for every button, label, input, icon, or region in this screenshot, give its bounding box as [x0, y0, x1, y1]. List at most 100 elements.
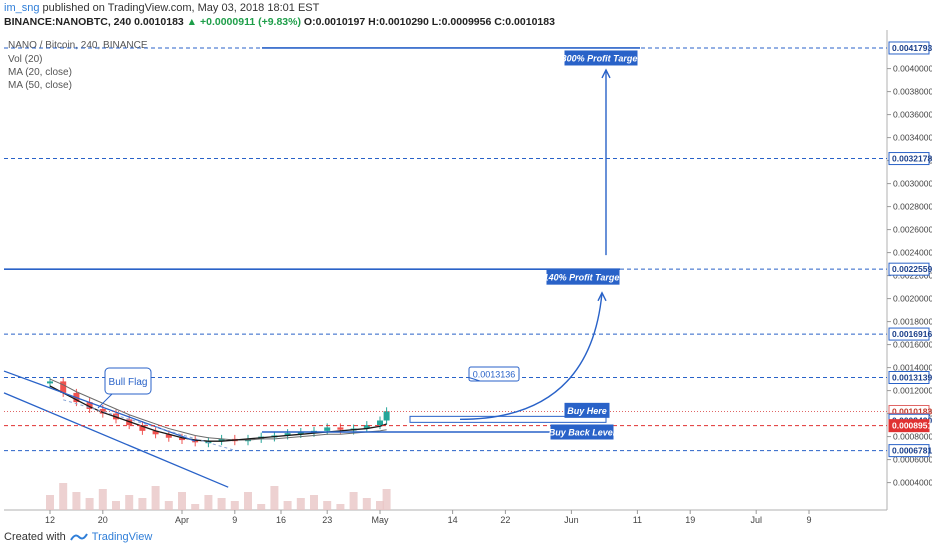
countdown-label: 58:19 — [888, 412, 930, 426]
price-callout-text: 0.0013136 — [473, 370, 516, 380]
candle-body — [363, 425, 370, 429]
annotation-300-target: 300% Profit Target — [562, 50, 641, 66]
candle-body — [113, 413, 119, 420]
volume-bar — [349, 492, 358, 510]
y-tick-label: 0.0022000 — [893, 271, 932, 281]
legend-volume: Vol (20) — [8, 54, 43, 65]
price-axis-label-box — [888, 152, 930, 166]
y-tick-label: 0.0034000 — [893, 133, 932, 143]
y-tick-label: 0.0036000 — [893, 110, 932, 120]
x-tick-label: 12 — [45, 515, 55, 525]
price-axis-label: 0.0041793 — [888, 41, 932, 55]
volume-bars — [46, 483, 391, 510]
volume-bar — [59, 483, 68, 510]
footer-created: Created with — [4, 531, 66, 543]
price-axis-label-text: 0.0006781 — [892, 446, 932, 456]
price-axis-label: 0.0013139 — [888, 371, 932, 385]
volume-bar — [178, 492, 186, 510]
y-tick-label: 0.0032000 — [893, 156, 932, 166]
annotation-price-callout: 0.0013136 — [468, 366, 520, 382]
price-axis-label-box — [888, 444, 930, 458]
buy-here-box — [409, 415, 607, 423]
y-tick-label: 0.0026000 — [893, 225, 932, 235]
candle-body — [165, 434, 172, 438]
annotation-140-target-box — [546, 269, 620, 285]
price-axis-label-text: 0.0016916 — [892, 329, 932, 339]
candle-body — [383, 411, 390, 421]
volume-bar — [323, 501, 332, 510]
volume-bar — [85, 498, 94, 510]
y-tick-label: 0.0010000 — [893, 409, 932, 419]
volume-bar — [138, 498, 147, 510]
volume-bar — [362, 498, 371, 510]
candle-body — [311, 430, 317, 433]
candle-body — [284, 433, 291, 436]
bull-flag-box — [104, 367, 152, 395]
volume-bar — [382, 489, 391, 510]
tradingview-logo-icon — [69, 533, 88, 541]
ma-price-label-box — [888, 413, 930, 427]
price-callout-pointer — [468, 377, 481, 382]
annotation-buy-back-text: Buy Back Level — [549, 428, 616, 438]
author-link[interactable]: im_sng — [4, 2, 40, 14]
volume-bar — [230, 501, 239, 510]
price-axis-label-box — [888, 327, 930, 341]
x-tick-label: Jun — [564, 515, 579, 525]
current-price-label-text: 0.0010183 — [892, 406, 932, 416]
volume-bar — [270, 486, 279, 510]
volume-bar — [310, 495, 318, 510]
volume-bar — [376, 501, 384, 510]
flag-lower-line — [3, 392, 229, 488]
candle-body — [337, 427, 344, 430]
candle-body — [60, 381, 67, 393]
legend-ma50: MA (50, close) — [8, 80, 72, 91]
y-tick-label: 0.0040000 — [893, 64, 932, 74]
y-tick-label: 0.0018000 — [893, 317, 932, 327]
footer: Created with TradingView — [4, 531, 152, 543]
volume-bar — [164, 501, 173, 510]
y-tick-label: 0.0020000 — [893, 294, 932, 304]
y-tick-label: 0.0028000 — [893, 202, 932, 212]
annotation-buy-back-box — [550, 424, 614, 440]
red-level-label-text: 0.0008951 — [892, 421, 932, 431]
published-text: published on TradingView.com, May 03, 20… — [42, 2, 320, 14]
ma-price-label: 0.0009420 — [888, 413, 932, 427]
candle-body — [86, 402, 93, 409]
price-axis-label: 0.0016916 — [888, 327, 932, 341]
annotation-buy-here-text: Buy Here — [567, 406, 607, 416]
volume-bar — [151, 486, 160, 510]
volume-bar — [98, 489, 107, 510]
x-tick-label: Jul — [750, 515, 762, 525]
x-tick-label: 9 — [806, 515, 811, 525]
candle-body — [126, 419, 133, 426]
upper-arrow-head — [601, 68, 611, 79]
price-axis-label: 0.0032178 — [888, 152, 932, 166]
y-tick-label: 0.0006000 — [893, 455, 932, 465]
volume-bar — [336, 504, 345, 510]
price-axis-label-text: 0.0041793 — [892, 43, 932, 53]
x-tick-label: 20 — [98, 515, 108, 525]
x-tick-label: 14 — [448, 515, 458, 525]
candle-body — [258, 436, 265, 439]
candle-body — [245, 438, 251, 442]
y-tick-label: 0.0024000 — [893, 248, 932, 258]
candle-body — [231, 438, 238, 442]
candle-body — [324, 427, 331, 431]
y-tick-label: 0.0038000 — [893, 87, 932, 97]
countdown-label-box — [888, 412, 930, 426]
candle-body — [179, 437, 185, 441]
footer-brand[interactable]: TradingView — [91, 531, 153, 543]
ma-price-label-text: 0.0009420 — [892, 415, 932, 425]
curve-arrow-line — [459, 292, 603, 421]
countdown-label-text: 58:19 — [892, 414, 914, 424]
x-tick-label: 19 — [685, 515, 695, 525]
bull-flag-pointer — [97, 393, 113, 409]
x-tick-label: Apr — [175, 515, 189, 525]
annotation-bull-flag: Bull Flag — [97, 367, 152, 409]
bull-flag-text: Bull Flag — [109, 377, 148, 388]
price-callout-box — [468, 366, 520, 382]
red-level-label: 0.0008951 — [888, 419, 932, 433]
price-axis-label-text: 0.0032178 — [892, 154, 932, 164]
